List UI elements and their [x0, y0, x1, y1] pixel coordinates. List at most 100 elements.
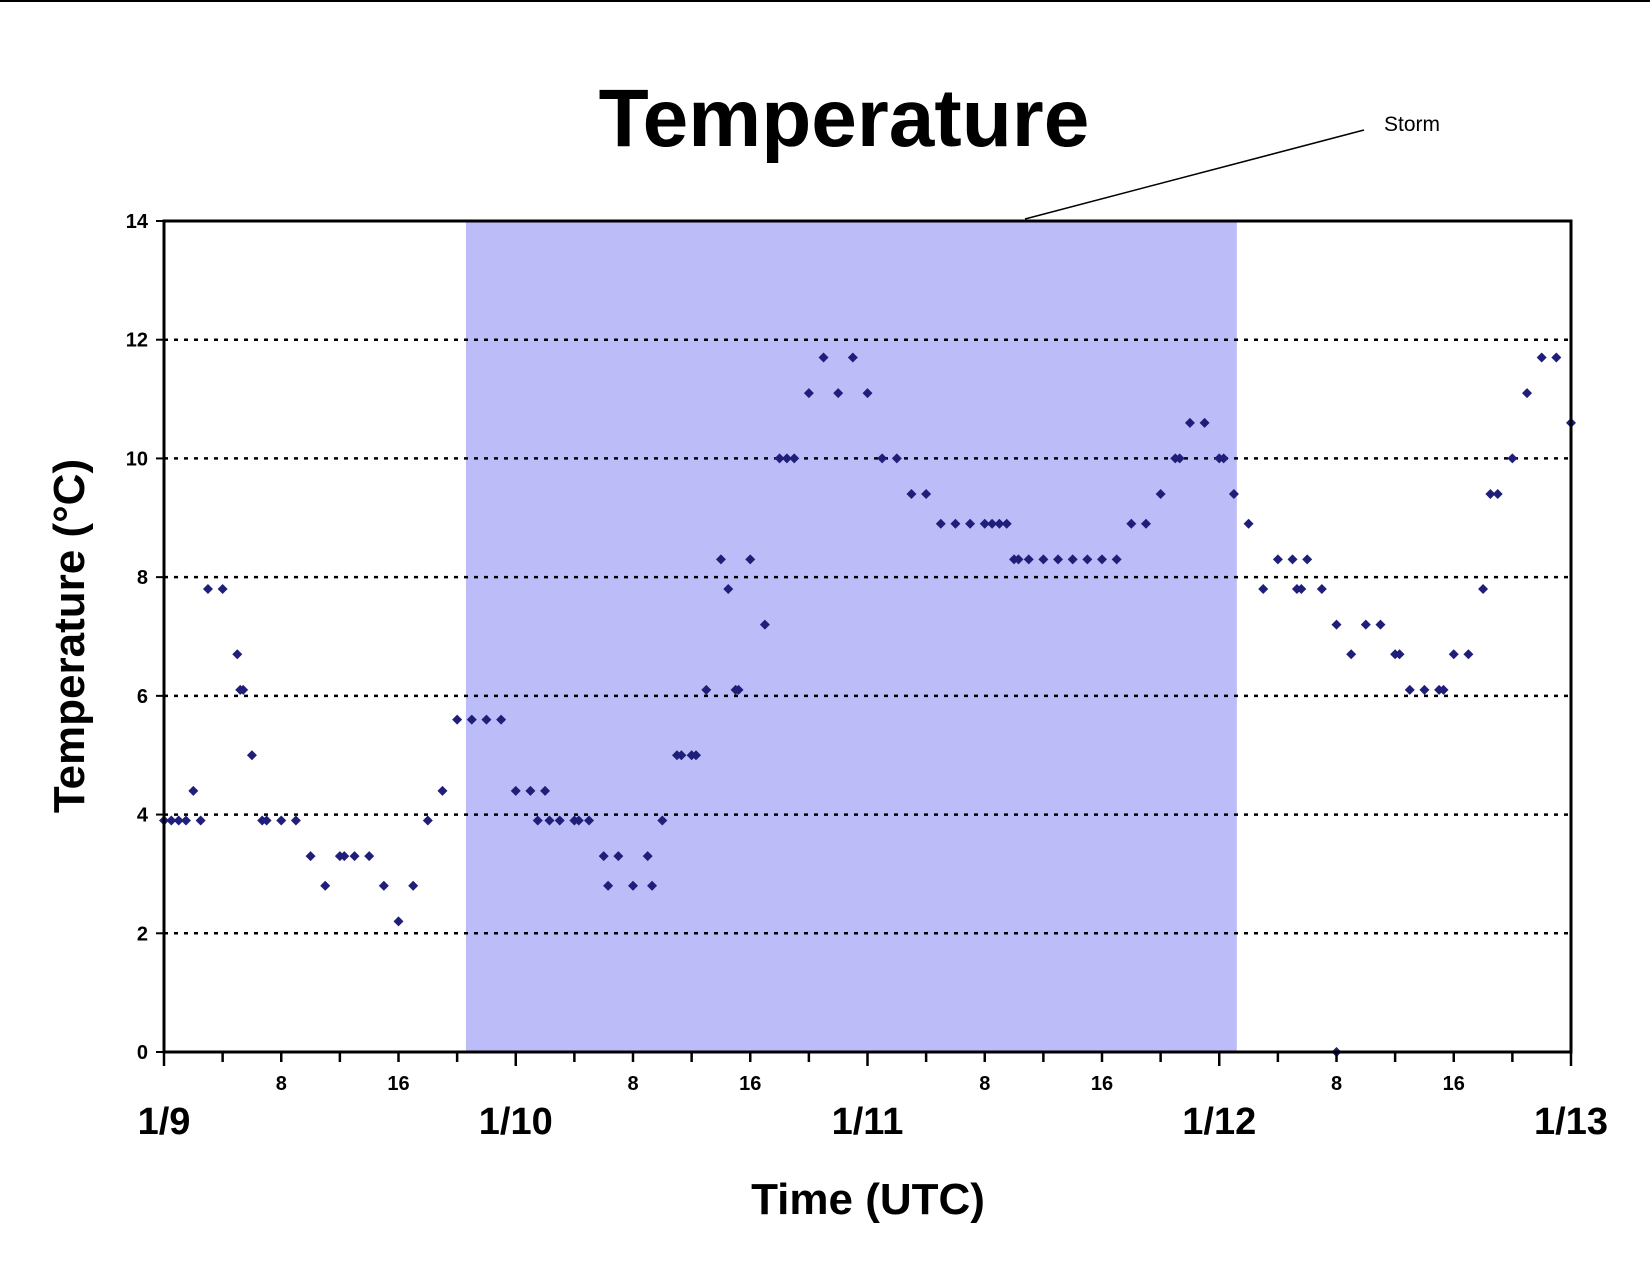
data-point [906, 489, 917, 500]
data-point [781, 453, 792, 464]
data-point [1199, 417, 1210, 428]
data-point [603, 880, 614, 891]
data-point [1126, 518, 1137, 529]
data-point [833, 388, 844, 399]
y-tick-label: 0 [137, 1042, 148, 1064]
data-point [422, 815, 433, 826]
y-tick-label: 6 [137, 686, 148, 708]
data-point [173, 815, 184, 826]
data-point [628, 880, 638, 891]
top-border-line [0, 0, 1650, 2]
data-point [1522, 388, 1533, 399]
data-point [532, 815, 543, 826]
data-point [1296, 584, 1307, 595]
data-point [1097, 554, 1107, 565]
x-date-label: 1/11 [832, 1101, 904, 1143]
data-point [188, 785, 199, 796]
data-point [935, 518, 946, 529]
data-point [1478, 584, 1489, 595]
data-point [320, 880, 331, 891]
data-point [1394, 649, 1405, 660]
y-tick-label: 10 [126, 448, 148, 470]
data-point [1438, 684, 1449, 695]
data-point [715, 554, 726, 565]
data-point [544, 815, 555, 826]
data-point [525, 785, 536, 796]
data-point [1038, 554, 1049, 565]
data-point [364, 851, 375, 862]
data-point [1272, 554, 1283, 565]
data-point [195, 815, 206, 826]
data-point [701, 684, 712, 695]
data-point [246, 750, 257, 761]
data-point [847, 352, 858, 363]
data-point [733, 684, 744, 695]
storm-annotation-line [1024, 129, 1365, 220]
x-hour-label: 8 [979, 1073, 990, 1095]
data-point [573, 815, 584, 826]
data-point [803, 388, 814, 399]
data-point [1316, 584, 1327, 595]
gridlines [164, 338, 1571, 935]
y-axis: 0 2 4 6 8 10 12 14 [126, 211, 164, 1064]
data-point [232, 649, 243, 660]
data-point [891, 453, 902, 464]
x-hour-label: 8 [627, 1073, 638, 1095]
y-tick-label: 8 [137, 567, 148, 589]
data-point [1067, 554, 1078, 565]
data-point [862, 388, 873, 399]
data-point [202, 584, 213, 595]
data-point [1218, 453, 1229, 464]
x-hour-label: 16 [1443, 1073, 1465, 1095]
storm-shaded-band [465, 221, 1237, 1052]
data-point [305, 851, 316, 862]
chart-title: Temperature [599, 73, 1090, 164]
data-point [1507, 453, 1518, 464]
x-axis-title: Time (UTC) [751, 1175, 985, 1224]
data-point [180, 815, 191, 826]
data-point [877, 453, 888, 464]
data-point [950, 518, 961, 529]
data-point [238, 684, 249, 695]
y-tick-label: 12 [126, 330, 148, 352]
data-point [584, 815, 595, 826]
x-hour-label: 16 [387, 1073, 409, 1095]
data-point [1001, 518, 1012, 529]
data-point [1184, 417, 1195, 428]
data-point [1492, 489, 1503, 500]
data-point [1082, 554, 1093, 565]
data-point [691, 750, 702, 761]
data-point [452, 714, 463, 725]
data-point [598, 851, 609, 862]
data-point [759, 619, 770, 630]
data-point [496, 714, 507, 725]
data-point [1346, 649, 1357, 660]
y-tick-label: 2 [137, 923, 148, 945]
data-point [290, 815, 301, 826]
data-point [613, 851, 624, 862]
data-point [647, 880, 658, 891]
data-point [437, 785, 448, 796]
data-point [1155, 489, 1166, 500]
data-point [481, 714, 492, 725]
data-point [1013, 554, 1024, 565]
data-point [1485, 489, 1496, 500]
y-tick-label: 14 [126, 211, 149, 233]
data-point [1419, 684, 1430, 695]
data-point [1360, 619, 1371, 630]
data-point [965, 518, 976, 529]
x-hour-label: 16 [1091, 1073, 1113, 1095]
data-point [1375, 619, 1386, 630]
data-point [723, 584, 734, 595]
data-point [1174, 453, 1185, 464]
data-point [1287, 554, 1298, 565]
data-point [1331, 619, 1342, 630]
data-point [921, 489, 932, 500]
data-point [349, 851, 360, 862]
data-point [378, 880, 389, 891]
data-points [159, 352, 1576, 1057]
data-point [1023, 554, 1034, 565]
x-date-label: 1/13 [1534, 1101, 1608, 1143]
